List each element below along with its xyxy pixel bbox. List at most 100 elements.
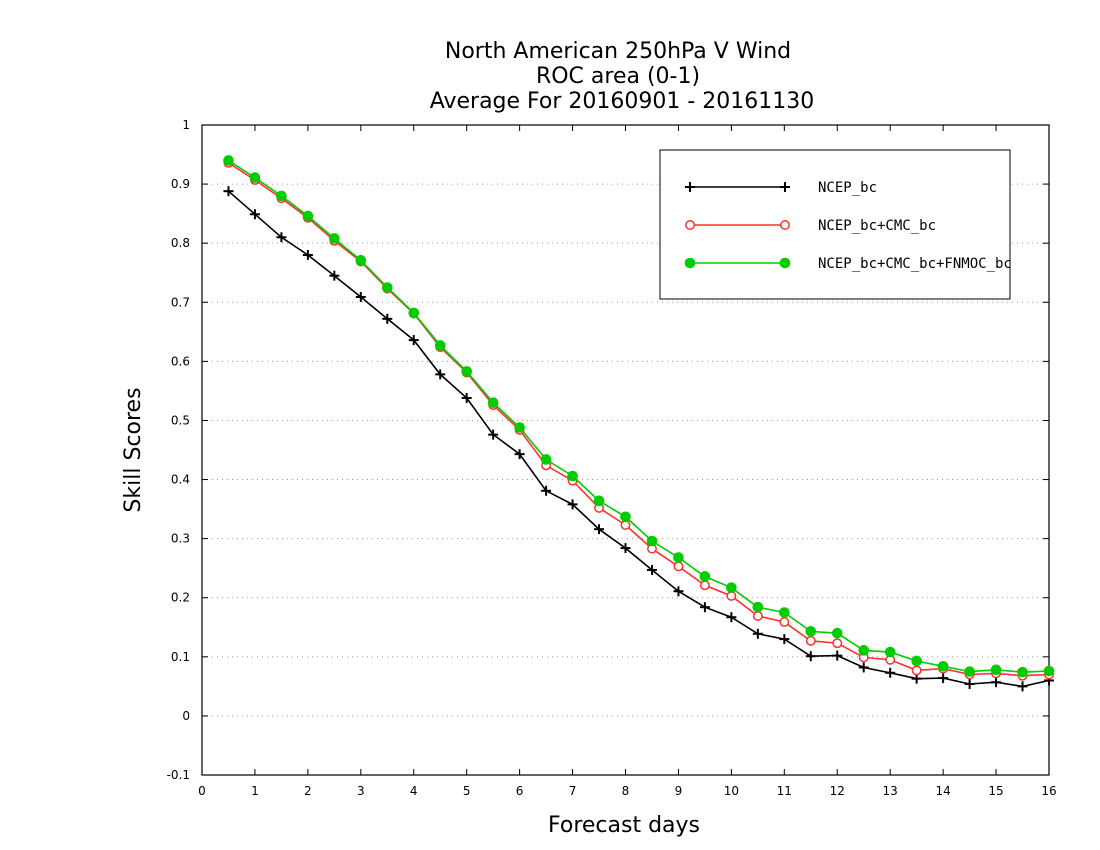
x-tick-label: 9 xyxy=(675,784,683,798)
data-point-filled-circle xyxy=(540,454,552,465)
x-tick-label: 6 xyxy=(516,784,524,798)
y-tick-label: 0.8 xyxy=(171,236,190,250)
y-tick-label: 0.1 xyxy=(171,650,190,664)
data-point-plus xyxy=(1017,681,1028,692)
y-tick-label: 0.7 xyxy=(171,295,190,309)
chart-title-line-2: ROC area (0-1) xyxy=(536,64,700,89)
data-point-filled-circle xyxy=(329,233,340,244)
data-point-plus xyxy=(276,232,287,243)
data-point-filled-circle xyxy=(1017,666,1028,678)
data-point-plus xyxy=(938,673,949,684)
data-point-filled-circle xyxy=(223,155,234,166)
y-tick-label: 0.5 xyxy=(171,413,190,427)
legend-entry-2: NCEP_bc+CMC_bc xyxy=(685,218,936,234)
chart-title: North American 250hPa V Wind ROC area (0… xyxy=(430,39,815,114)
chart-title-line-3: Average For 20160901 - 20161130 xyxy=(430,89,815,114)
data-point-filled-circle xyxy=(831,627,843,639)
data-point-filled-circle xyxy=(461,366,472,377)
data-point-plus xyxy=(382,313,393,324)
data-point-plus xyxy=(594,524,605,535)
data-point-filled-circle xyxy=(779,607,790,618)
x-axis-label: Forecast days xyxy=(548,813,700,838)
data-point-plus xyxy=(699,602,710,613)
data-point-filled-circle xyxy=(514,422,525,433)
legend-entry-3: NCEP_bc+CMC_bc+FNMOC_bc xyxy=(684,256,1012,272)
data-point-filled-circle xyxy=(249,172,261,183)
data-point-filled-circle xyxy=(964,666,975,677)
data-point-filled-circle xyxy=(434,340,446,351)
data-point-filled-circle xyxy=(884,646,896,658)
data-point-plus xyxy=(752,628,763,639)
legend-label: NCEP_bc xyxy=(818,180,877,196)
data-point-filled-circle xyxy=(487,397,499,409)
data-point-filled-circle xyxy=(646,535,658,547)
data-point-plus xyxy=(726,612,737,623)
data-point-open-circle xyxy=(673,561,684,572)
y-axis-label: Skill Scores xyxy=(121,387,146,512)
series-1 xyxy=(223,186,1054,692)
x-tick-label: 7 xyxy=(569,784,577,798)
series-3 xyxy=(223,155,1055,678)
y-tick-label: -0.1 xyxy=(167,768,190,782)
data-point-filled-circle xyxy=(620,511,631,523)
data-point-filled-circle xyxy=(726,582,737,593)
data-point-open-circle xyxy=(685,220,695,230)
data-point-plus xyxy=(620,543,631,554)
data-point-filled-circle xyxy=(990,664,1002,676)
data-point-plus xyxy=(673,586,684,597)
x-tick-label: 11 xyxy=(777,784,792,798)
x-tick-label: 3 xyxy=(357,784,365,798)
data-point-plus xyxy=(685,182,695,192)
data-point-plus xyxy=(541,485,552,496)
data-point-plus xyxy=(435,369,446,380)
data-point-plus xyxy=(779,634,790,645)
data-point-open-circle xyxy=(779,617,790,627)
series-lines xyxy=(223,155,1055,692)
y-tick-label: 0.9 xyxy=(171,177,190,191)
data-point-open-circle xyxy=(620,520,631,530)
data-point-filled-circle xyxy=(858,645,870,656)
legend-entry-1: NCEP_bc xyxy=(685,180,877,196)
data-point-filled-circle xyxy=(911,655,922,667)
data-point-open-circle xyxy=(780,220,790,230)
data-point-plus xyxy=(461,393,472,403)
data-point-filled-circle xyxy=(567,470,578,482)
x-tick-label: 0 xyxy=(198,784,206,798)
x-tick-label: 4 xyxy=(410,784,418,798)
data-point-filled-circle xyxy=(302,210,314,222)
data-point-filled-circle xyxy=(805,626,817,637)
y-tick-label: 0.4 xyxy=(171,473,190,487)
data-point-plus xyxy=(514,449,525,460)
data-point-open-circle xyxy=(752,611,763,621)
data-point-plus xyxy=(858,662,869,673)
y-tick-label: 0.6 xyxy=(171,354,190,368)
data-point-plus xyxy=(646,564,657,575)
data-point-filled-circle xyxy=(937,660,949,672)
data-point-open-circle xyxy=(726,591,737,601)
data-point-filled-circle xyxy=(699,571,711,582)
data-point-open-circle xyxy=(911,665,922,676)
x-tick-label: 16 xyxy=(1041,784,1056,798)
data-point-plus xyxy=(302,250,313,260)
x-tick-label: 10 xyxy=(724,784,739,798)
x-tick-label: 5 xyxy=(463,784,471,798)
y-tick-label: 0.2 xyxy=(171,591,190,605)
data-point-plus xyxy=(223,186,234,197)
legend-label: NCEP_bc+CMC_bc+FNMOC_bc xyxy=(818,256,1012,272)
data-point-plus xyxy=(991,677,1002,688)
x-tick-label: 1 xyxy=(251,784,259,798)
x-tick-label: 15 xyxy=(988,784,1003,798)
y-tick-label: 1 xyxy=(182,118,190,132)
data-point-plus xyxy=(780,182,790,192)
x-tick-label: 12 xyxy=(830,784,845,798)
y-tick-label: 0 xyxy=(182,709,190,723)
data-point-plus xyxy=(567,499,578,510)
data-point-open-circle xyxy=(805,635,816,646)
data-point-filled-circle xyxy=(779,257,791,269)
data-point-plus xyxy=(408,335,419,346)
data-point-filled-circle xyxy=(1043,665,1055,677)
axes: -0.100.10.20.30.40.50.60.70.80.910 1 2 3 4 5 6… xyxy=(167,118,1057,798)
data-point-plus xyxy=(355,291,366,302)
